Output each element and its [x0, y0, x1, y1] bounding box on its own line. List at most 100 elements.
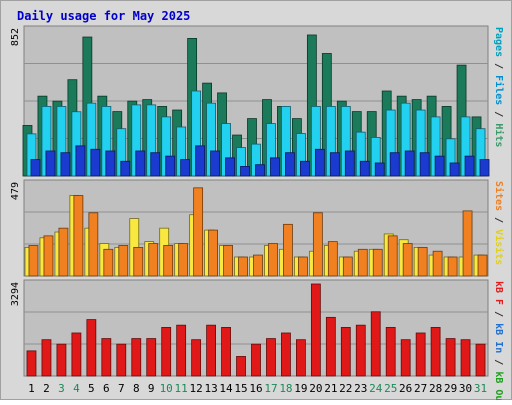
panel-visits-legend: Sites / Visits: [493, 181, 505, 265]
legend-entry: /: [493, 305, 504, 323]
x-tick-label-day-21: 21: [324, 382, 337, 395]
bar-visits-sites-day-23: [357, 248, 368, 277]
bar-visits-sites-day-6: [103, 248, 114, 277]
bar-kbytes-kb-f-day-3: [56, 343, 67, 377]
bar-visits-sites-day-17: [268, 243, 278, 277]
legend-entry: /: [493, 353, 504, 371]
legend-entry: Files: [493, 75, 505, 105]
x-tick-label-day-18: 18: [279, 382, 292, 395]
panel-hits: 852 Pages / Files / Hits: [10, 25, 505, 177]
x-tick-label-day-15: 15: [234, 382, 247, 395]
bar-kbytes-kb-f-day-18: [281, 332, 291, 377]
bar-kbytes-kb-f-day-25: [385, 326, 396, 377]
bar-hits-pages-day-21: [329, 152, 340, 177]
legend-entry: /: [493, 211, 504, 229]
bar-visits-sites-day-31: [477, 254, 488, 277]
x-tick-label-day-7: 7: [118, 382, 125, 395]
bar-visits-sites-day-19: [297, 256, 308, 277]
bar-visits-sites-day-4: [73, 195, 84, 277]
bar-visits-sites-day-9: [148, 243, 159, 277]
bar-visits-sites-day-27: [417, 246, 428, 277]
bar-kbytes-kb-f-day-21: [325, 316, 336, 377]
bar-kbytes-kb-f-day-29: [445, 338, 456, 377]
bar-kbytes-kb-f-day-15: [236, 356, 246, 377]
bar-hits-pages-day-7: [120, 160, 131, 177]
x-tick-label-day-12: 12: [190, 382, 203, 395]
bar-hits-pages-day-23: [359, 160, 370, 177]
bar-hits-pages-day-26: [404, 150, 415, 177]
bar-visits-sites-day-18: [283, 223, 293, 277]
x-tick-label-day-29: 29: [444, 382, 457, 395]
bar-kbytes-kb-f-day-9: [146, 338, 157, 377]
bar-hits-pages-day-4: [75, 145, 86, 177]
bar-visits-sites-day-1: [28, 245, 39, 277]
bar-visits-sites-day-15: [238, 256, 248, 277]
bar-visits-sites-day-29: [447, 256, 458, 277]
x-tick-label-day-16: 16: [249, 382, 262, 395]
bar-visits-sites-day-28: [432, 250, 443, 277]
bar-hits-pages-day-12: [195, 145, 206, 177]
x-tick-label-day-10: 10: [160, 382, 173, 395]
legend-entry: Pages: [493, 27, 504, 57]
bar-hits-pages-day-5: [90, 148, 101, 177]
chart-title: Daily usage for May 2025: [17, 9, 190, 23]
series-pages: [30, 145, 490, 177]
bar-visits-sites-day-16: [253, 254, 263, 277]
x-tick-label-day-3: 3: [58, 382, 65, 395]
bar-hits-pages-day-28: [434, 155, 445, 177]
x-tick-label-day-28: 28: [429, 382, 442, 395]
legend-entry: kB In: [493, 323, 504, 353]
bar-hits-pages-day-8: [135, 150, 146, 177]
x-tick-label-day-14: 14: [219, 382, 233, 395]
x-tick-label-day-6: 6: [103, 382, 110, 395]
bar-kbytes-kb-f-day-1: [26, 350, 37, 377]
bar-hits-pages-day-15: [240, 165, 250, 177]
bar-visits-sites-day-20: [312, 212, 323, 277]
legend-entry: kB F: [493, 281, 504, 305]
bar-hits-pages-day-14: [225, 157, 235, 177]
bar-kbytes-kb-f-day-22: [340, 326, 351, 377]
bar-kbytes-kb-f-day-4: [71, 332, 82, 377]
bar-kbytes-kb-f-day-27: [415, 332, 426, 377]
bar-visits-sites-day-8: [133, 246, 144, 277]
x-tick-label-day-11: 11: [175, 382, 188, 395]
bar-hits-pages-day-20: [314, 148, 325, 177]
panel-visits: 479 Sites / Visits: [10, 179, 505, 277]
bar-hits-pages-day-31: [479, 159, 490, 177]
legend-entry: Visits: [493, 229, 505, 265]
bar-hits-pages-day-2: [45, 150, 56, 177]
panel-kbytes-ymax-label: 3294: [10, 282, 21, 306]
bar-hits-pages-day-16: [255, 164, 265, 177]
bar-hits-pages-day-9: [150, 152, 161, 177]
bar-visits-sites-day-13: [208, 229, 219, 277]
x-tick-label-day-30: 30: [459, 382, 472, 395]
x-tick-label-day-2: 2: [43, 382, 50, 395]
bar-visits-sites-day-25: [387, 235, 398, 277]
bar-kbytes-kb-f-day-26: [400, 339, 411, 377]
x-tick-label-day-9: 9: [148, 382, 155, 395]
bar-visits-sites-day-24: [372, 248, 383, 277]
bar-visits-sites-day-11: [178, 243, 189, 277]
legend-entry: /: [493, 105, 504, 123]
bar-kbytes-kb-f-day-7: [116, 343, 127, 377]
x-tick-label-day-24: 24: [369, 382, 383, 395]
bar-kbytes-kb-f-day-20: [310, 283, 321, 377]
legend-entry: /: [493, 57, 504, 75]
legend-entry: Hits: [493, 123, 505, 147]
x-tick-label-day-23: 23: [354, 382, 367, 395]
bar-hits-pages-day-19: [299, 160, 310, 177]
bar-kbytes-kb-f-day-13: [206, 324, 217, 377]
x-tick-label-day-27: 27: [414, 382, 427, 395]
bar-visits-sites-day-30: [462, 210, 473, 277]
bar-kbytes-kb-f-day-30: [460, 339, 471, 377]
bar-hits-pages-day-25: [389, 152, 400, 177]
legend-entry: kB Out: [493, 371, 504, 400]
x-tick-label-day-5: 5: [88, 382, 95, 395]
x-axis-day-labels: 1 2 3 4 5 6 7 8 9 10 11 12 13 14 15 16 17 18 19 20 21 22 23 24 2…: [28, 382, 487, 395]
bar-kbytes-kb-f-day-12: [191, 339, 202, 377]
bar-kbytes-kb-f-day-10: [161, 326, 172, 377]
bar-visits-sites-day-12: [193, 187, 204, 277]
bar-hits-pages-day-24: [374, 162, 385, 177]
